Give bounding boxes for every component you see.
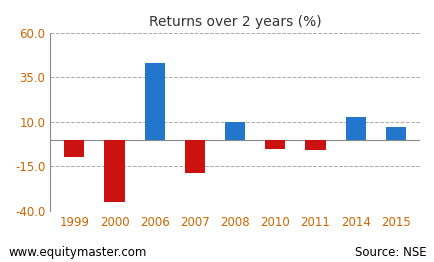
Text: Source: NSE: Source: NSE xyxy=(354,246,425,259)
Bar xyxy=(224,122,245,140)
Bar xyxy=(64,140,84,157)
Bar xyxy=(345,117,365,140)
Bar xyxy=(184,140,204,173)
Bar xyxy=(145,63,164,140)
Bar xyxy=(385,127,405,140)
Title: Returns over 2 years (%): Returns over 2 years (%) xyxy=(148,15,321,29)
Bar xyxy=(104,140,124,202)
Bar xyxy=(305,140,325,150)
Text: www.equitymaster.com: www.equitymaster.com xyxy=(9,246,147,259)
Bar xyxy=(265,140,285,149)
